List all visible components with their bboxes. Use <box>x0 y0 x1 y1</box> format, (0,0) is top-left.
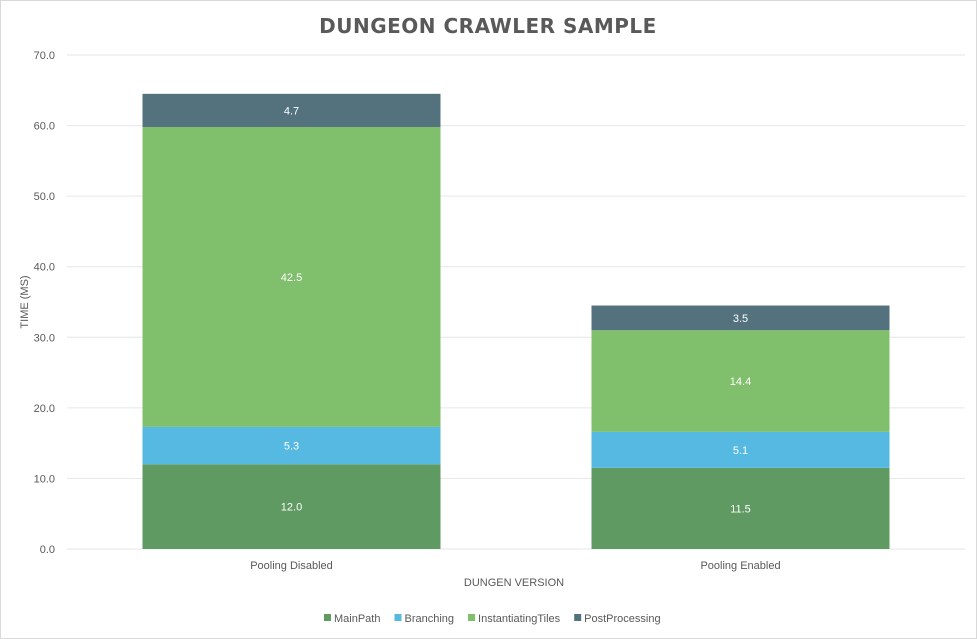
legend-label: MainPath <box>334 613 380 625</box>
chart-title: DUNGEON CRAWLER SAMPLE <box>319 14 657 38</box>
y-tick-label: 20.0 <box>34 403 55 415</box>
y-tick-label: 40.0 <box>34 262 55 274</box>
legend-swatch <box>468 614 476 621</box>
bar-segment-mainpath <box>142 464 441 549</box>
data-label: 11.5 <box>730 503 751 515</box>
y-tick-label: 0.0 <box>40 544 55 556</box>
data-label: 14.4 <box>730 376 751 388</box>
y-tick-label: 70.0 <box>34 50 55 62</box>
y-tick-label: 10.0 <box>34 473 55 485</box>
bar-segment-postprocessing <box>591 305 890 331</box>
bar-segment-mainpath <box>591 467 890 549</box>
data-label: 4.7 <box>284 105 299 117</box>
y-tick-label: 30.0 <box>34 332 55 344</box>
x-axis-label: DUNGEN VERSION <box>464 577 564 589</box>
legend-label: PostProcessing <box>584 613 660 625</box>
data-label: 42.5 <box>281 272 302 284</box>
legend-swatch <box>394 614 402 621</box>
bar-segment-branching <box>591 431 890 468</box>
bar-segment-branching <box>142 426 441 465</box>
bar-segment-instantiatingtiles <box>591 330 890 432</box>
y-tick-label: 60.0 <box>34 121 55 133</box>
legend-label: InstantiatingTiles <box>478 613 561 625</box>
legend-swatch <box>574 614 582 621</box>
legend-swatch <box>324 614 331 621</box>
x-tick-label: Pooling Enabled <box>700 560 780 572</box>
data-label: 5.1 <box>733 445 748 457</box>
bar-segment-instantiatingtiles <box>142 126 441 427</box>
bar-segment-postprocessing <box>142 93 441 127</box>
data-label: 5.3 <box>284 441 299 453</box>
data-label: 12.0 <box>281 502 302 514</box>
x-tick-label: Pooling Disabled <box>250 560 333 572</box>
y-axis-label: TIME (MS) <box>19 275 31 328</box>
legend-label: Branching <box>404 613 454 625</box>
y-tick-label: 50.0 <box>34 191 55 203</box>
data-label: 3.5 <box>733 313 748 325</box>
